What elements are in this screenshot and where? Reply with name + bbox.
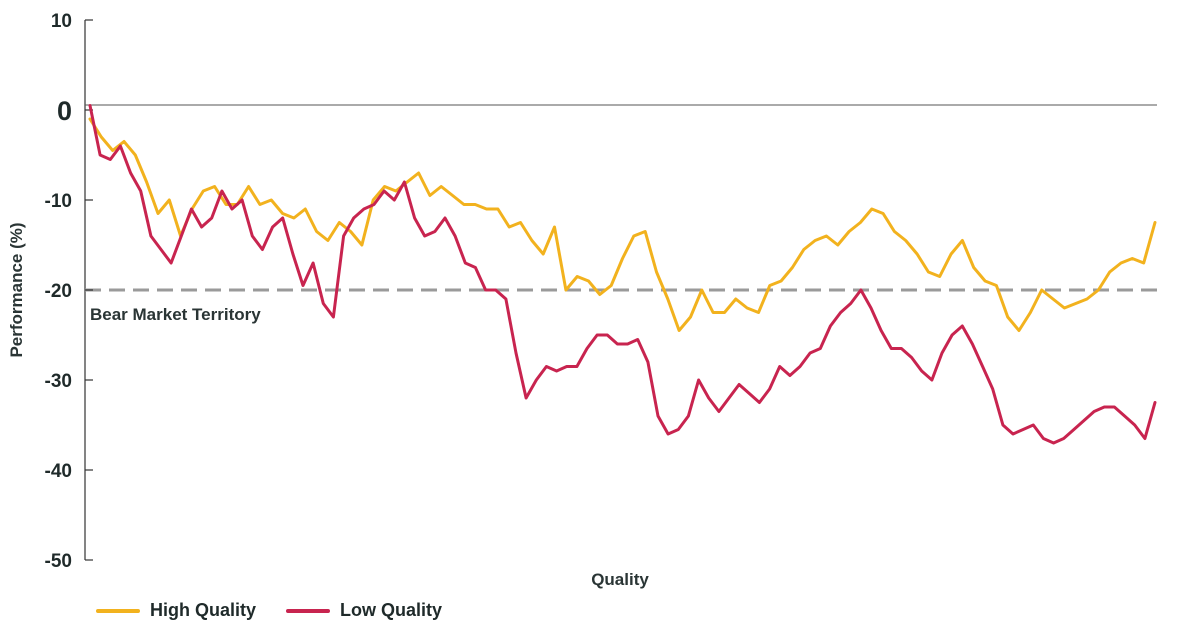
- y-tick-label: 0: [57, 96, 72, 126]
- legend-item-low-quality: Low Quality: [286, 600, 442, 621]
- x-axis-title: Quality: [591, 570, 649, 589]
- bear-market-label: Bear Market Territory: [90, 305, 261, 324]
- series-line-low-quality: [88, 104, 1157, 445]
- series-layer: [88, 104, 1157, 445]
- y-axis-ticks: 10 0 -10 -20 -30 -40 -50: [45, 11, 93, 572]
- y-tick-label: -50: [45, 551, 72, 572]
- legend-label-low-quality: Low Quality: [340, 600, 443, 620]
- y-tick-label: -10: [45, 191, 72, 212]
- y-axis-title: Performance (%): [7, 222, 26, 357]
- legend-item-high-quality: High Quality: [96, 600, 256, 621]
- legend-label-high-quality: High Quality: [150, 600, 257, 620]
- legend: High Quality Low Quality: [96, 600, 442, 621]
- legend-swatch-high-quality: [96, 608, 140, 613]
- y-tick-label: -20: [45, 281, 72, 302]
- y-tick-label: 10: [51, 11, 72, 32]
- series-line-high-quality: [88, 117, 1157, 332]
- legend-swatch-low-quality: [286, 608, 331, 613]
- y-tick-label: -40: [45, 461, 72, 482]
- y-tick-label: -30: [45, 371, 72, 392]
